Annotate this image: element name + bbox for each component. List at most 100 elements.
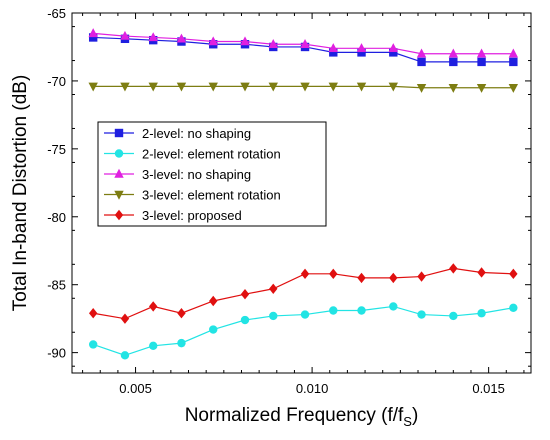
data-point <box>240 82 250 92</box>
data-point <box>329 306 338 315</box>
x-tick-label: 0.015 <box>472 381 505 396</box>
data-point <box>269 311 278 321</box>
data-point <box>328 82 338 92</box>
data-point <box>176 82 187 92</box>
data-point <box>357 272 366 284</box>
data-point <box>448 84 459 93</box>
data-point <box>509 303 518 312</box>
data-point <box>88 340 98 349</box>
data-point <box>388 82 398 92</box>
legend-label: 2-level: element rotation <box>142 147 281 162</box>
data-point <box>208 82 218 92</box>
legend-entry: 2-level: element rotation <box>104 147 281 162</box>
data-point <box>268 82 278 92</box>
data-point <box>449 57 458 67</box>
data-point <box>449 311 458 321</box>
data-point <box>389 302 398 311</box>
legend-entry: 2-level: no shaping <box>104 126 251 141</box>
data-point <box>477 309 486 318</box>
data-point <box>449 263 458 274</box>
data-point <box>268 39 278 48</box>
data-point <box>176 33 187 43</box>
legend-swatch-marker <box>114 149 124 158</box>
data-point <box>508 84 519 93</box>
legend-label: 3-level: proposed <box>142 208 242 223</box>
y-tick-label: -85 <box>47 278 66 293</box>
data-point <box>508 48 519 58</box>
legend-swatch-marker <box>114 168 124 178</box>
y-tick-label: -80 <box>47 210 66 225</box>
legend-swatch-marker <box>114 190 124 200</box>
data-point <box>88 28 98 38</box>
data-point <box>329 48 338 57</box>
plot-frame <box>71 12 532 374</box>
legend-label: 3-level: element rotation <box>142 188 281 203</box>
y-tick-label: -75 <box>47 142 66 157</box>
legend-box <box>97 121 327 227</box>
data-point <box>120 82 130 92</box>
data-point <box>329 268 338 280</box>
data-point <box>149 341 158 351</box>
x-tick-label: 0.005 <box>119 381 152 396</box>
data-point <box>476 48 487 58</box>
x-axis-title-main: Normalized Frequency (f/f <box>185 405 404 426</box>
data-point <box>240 36 250 46</box>
data-point <box>149 301 158 312</box>
data-point <box>177 338 186 348</box>
data-point <box>300 39 310 48</box>
data-point <box>509 268 518 280</box>
series-3 <box>88 28 519 58</box>
data-point <box>300 268 310 280</box>
axis-ticks: 0.005 0.010 0.015 -90 -85 -80 -75 -70 -65 <box>47 6 531 396</box>
series-4 <box>88 82 519 93</box>
data-point <box>269 283 278 294</box>
legend-swatch-marker <box>114 128 124 138</box>
data-point <box>356 82 367 92</box>
x-axis-title: Normalized Frequency (f/fS) <box>185 405 419 429</box>
y-tick-label: -70 <box>47 74 66 89</box>
data-point <box>357 48 366 57</box>
legend-entry: 3-level: proposed <box>104 208 242 223</box>
data-point <box>240 315 250 325</box>
data-point <box>88 33 98 42</box>
data-point <box>240 289 250 300</box>
data-point <box>88 308 98 319</box>
legend-label: 3-level: no shaping <box>142 167 251 182</box>
series-5 <box>88 263 518 324</box>
x-tick-label: 0.010 <box>296 381 329 396</box>
data-point <box>300 82 310 92</box>
data-point <box>148 82 158 92</box>
data-point <box>417 310 426 319</box>
series-2 <box>88 302 518 360</box>
data-point <box>177 308 186 319</box>
data-point <box>209 295 218 307</box>
data-point <box>416 84 427 93</box>
legend-entry: 3-level: element rotation <box>104 188 281 203</box>
legend-entry: 3-level: no shaping <box>104 167 251 182</box>
legend: 2-level: no shaping 2-level: element rota… <box>97 121 327 227</box>
data-point <box>88 82 98 92</box>
data-point <box>389 48 398 57</box>
data-point <box>209 325 218 334</box>
x-axis-title-close: ) <box>412 405 418 426</box>
data-point <box>509 57 518 67</box>
data-point <box>328 43 338 53</box>
series-layer <box>88 28 519 360</box>
data-point <box>120 30 130 40</box>
data-point <box>417 57 426 67</box>
data-point <box>120 313 130 324</box>
data-point <box>417 271 426 282</box>
data-point <box>357 306 366 315</box>
data-point <box>477 57 486 67</box>
data-point <box>356 43 367 53</box>
data-point <box>300 310 310 319</box>
data-point <box>388 43 398 53</box>
y-axis-title: Total In-band Distortion (dB) <box>10 75 31 312</box>
data-point <box>120 351 130 360</box>
data-point <box>448 48 459 58</box>
legend-label: 2-level: no shaping <box>142 126 251 141</box>
data-point <box>477 267 486 278</box>
data-point <box>476 84 487 93</box>
y-tick-label: -90 <box>47 346 66 361</box>
